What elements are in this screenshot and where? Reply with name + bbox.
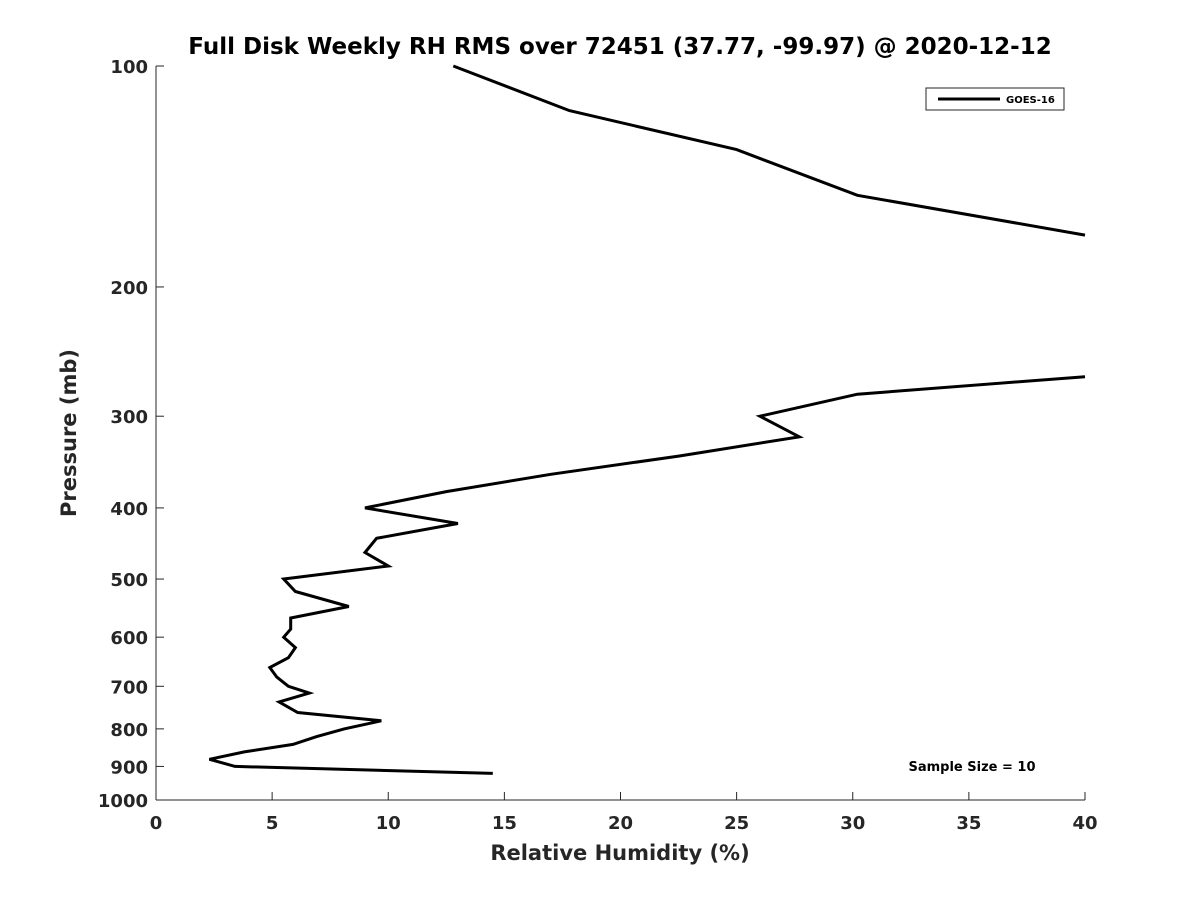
y-tick-label: 1000 (98, 791, 148, 812)
series-line-goes-16 (452, 64, 1086, 237)
sample-size-annotation: Sample Size = 10 (908, 760, 1035, 775)
x-tick-label: 35 (956, 813, 981, 834)
series-line-goes-16 (208, 375, 1086, 775)
y-tick-label: 600 (110, 628, 148, 649)
legend-label-goes-16: GOES-16 (1006, 95, 1055, 106)
x-tick-label: 30 (840, 813, 865, 834)
y-tick-label: 300 (110, 407, 148, 428)
x-tick-label: 20 (608, 813, 633, 834)
y-tick-label: 800 (110, 720, 148, 741)
y-tick-label: 200 (110, 278, 148, 299)
x-tick-label: 0 (150, 813, 163, 834)
x-tick-label: 5 (266, 813, 279, 834)
y-tick-label: 900 (110, 757, 148, 778)
x-tick-label: 25 (724, 813, 749, 834)
x-tick-label: 10 (376, 813, 401, 834)
legend: GOES-16 (925, 87, 1065, 111)
y-tick-label: 100 (110, 57, 148, 78)
y-tick-label: 500 (110, 570, 148, 591)
y-axis-ticks: 100 200 300 400 500 600 700 800 900 1000 (98, 57, 164, 812)
series-group (208, 64, 1086, 775)
x-tick-label: 40 (1072, 813, 1097, 834)
x-axis-ticks: 0 5 10 15 20 25 30 35 40 (150, 792, 1098, 834)
x-tick-label: 15 (492, 813, 517, 834)
chart-title: Full Disk Weekly RH RMS over 72451 (37.7… (188, 34, 1051, 60)
y-tick-label: 700 (110, 677, 148, 698)
y-tick-label: 400 (110, 499, 148, 520)
x-axis-label: Relative Humidity (%) (490, 841, 749, 865)
y-axis-label: Pressure (mb) (57, 349, 81, 517)
